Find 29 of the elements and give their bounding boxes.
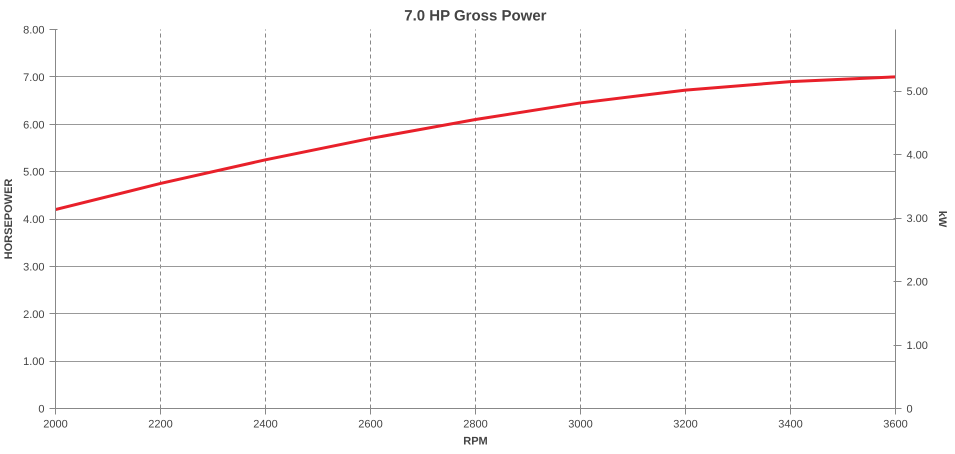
y-tick-label: 1.00 [23,356,45,368]
y-tick-label: 3.00 [23,261,45,274]
x-tick-label: 3000 [568,418,593,430]
x-tick-label: 2800 [463,418,488,430]
y2-tick-label: 1.00 [906,340,928,352]
y2-tick-label: 4.00 [906,150,928,162]
y2-tick-label: 3.00 [906,213,928,226]
chart-title: 7.0 HP Gross Power [404,8,547,24]
line-series [56,75,896,212]
y2-tick-label: 0 [906,404,913,416]
x-tick-label: 2000 [43,418,68,430]
y-axis-title: HORSEPOWER [3,178,16,260]
y-tick-label: 0 [38,404,45,416]
y-tick-label: 2.00 [23,308,45,321]
x-axis-title: RPM [463,436,488,448]
y-tick-label: 8.00 [23,24,45,36]
x-tick-label: 3400 [778,418,803,430]
x-tick-label: 2600 [358,418,383,430]
y2-tick-label: 2.00 [906,276,928,289]
x-tick-label: 3200 [673,418,698,430]
y2-axis-title: kW [936,210,948,228]
y-tick-label: 5.00 [23,166,45,179]
y-tick-label: 4.00 [23,214,45,226]
y-tick-label: 6.00 [23,119,45,132]
y2-tick-label: 5.00 [906,86,928,98]
x-tick-label: 3600 [883,418,908,430]
x-tick-label: 2400 [253,418,278,430]
y-tick-label: 7.00 [23,72,45,84]
x-tick-label: 2200 [148,418,173,430]
